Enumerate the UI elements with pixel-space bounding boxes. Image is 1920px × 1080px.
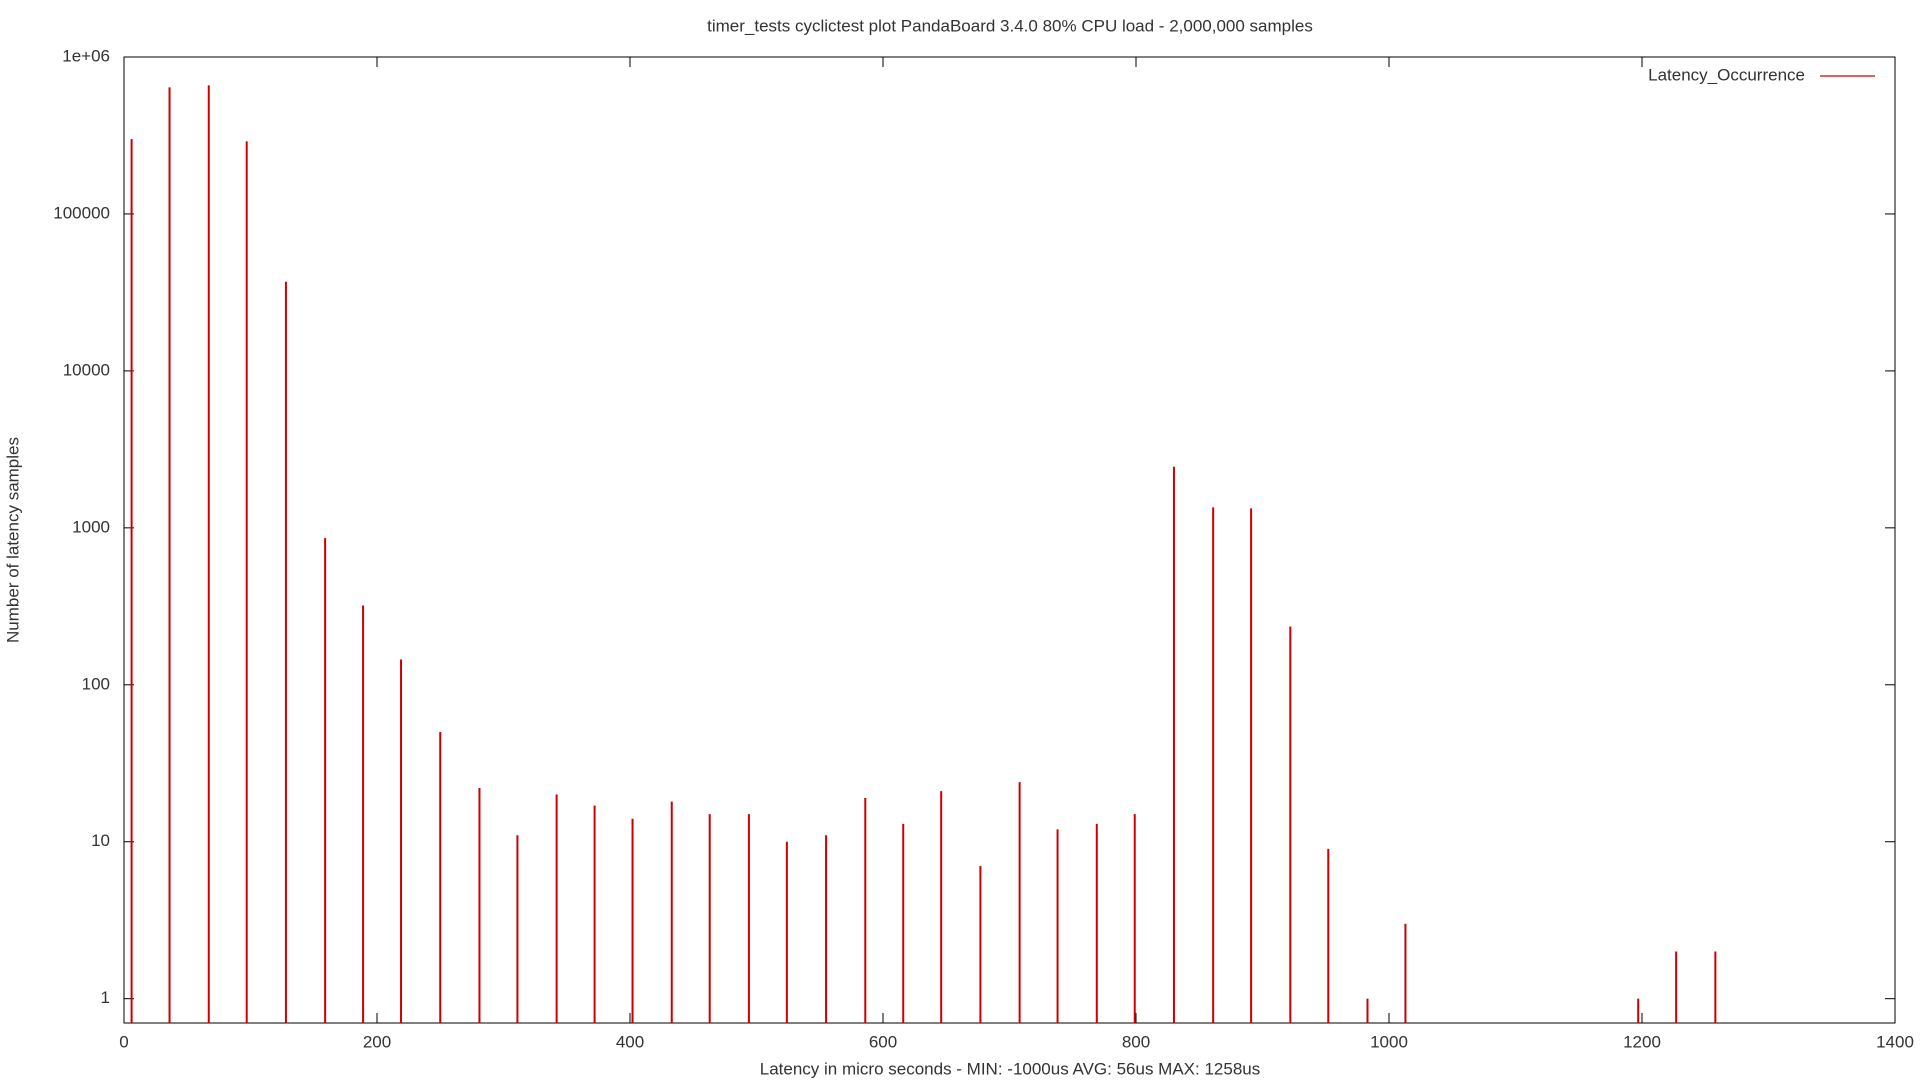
- x-tick-label: 800: [1122, 1032, 1150, 1051]
- y-tick-label: 100000: [53, 203, 110, 222]
- y-tick-label: 10: [91, 831, 110, 850]
- y-tick-label: 100: [82, 674, 110, 693]
- legend-label: Latency_Occurrence: [1648, 65, 1805, 84]
- x-tick-label: 1000: [1370, 1032, 1408, 1051]
- y-tick-label: 1: [101, 988, 110, 1007]
- x-axis-label: Latency in micro seconds - MIN: -1000us …: [760, 1059, 1260, 1078]
- plot-frame: [123, 56, 1896, 1024]
- x-tick-label: 1200: [1623, 1032, 1661, 1051]
- x-tick-label: 400: [616, 1032, 644, 1051]
- x-tick-label: 600: [869, 1032, 897, 1051]
- y-tick-label: 1000: [72, 517, 110, 536]
- chart-title: timer_tests cyclictest plot PandaBoard 3…: [707, 16, 1313, 35]
- y-tick-label: 1e+06: [62, 46, 110, 65]
- x-tick-label: 200: [363, 1032, 391, 1051]
- y-axis-label: Number of latency samples: [3, 437, 22, 643]
- x-tick-label: 1400: [1876, 1032, 1914, 1051]
- y-tick-label: 10000: [63, 360, 110, 379]
- x-tick-label: 0: [119, 1032, 128, 1051]
